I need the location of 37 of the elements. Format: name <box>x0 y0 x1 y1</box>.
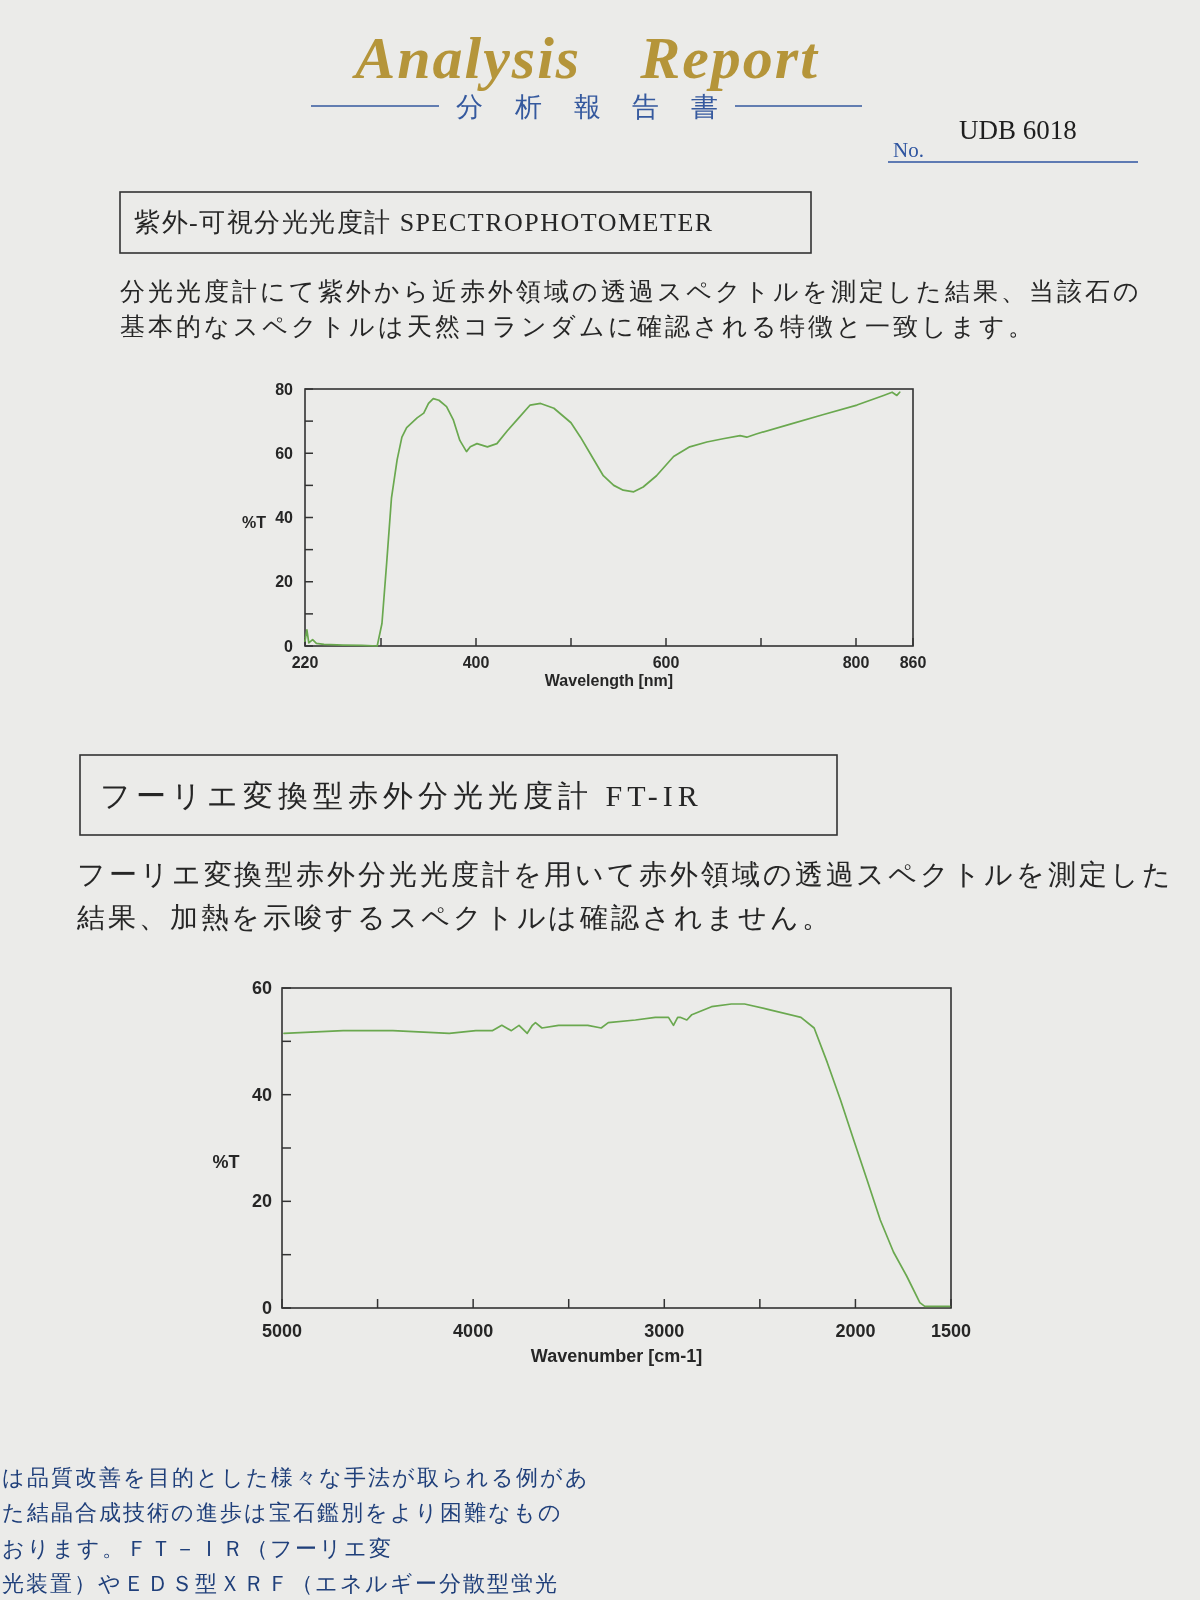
text: Analysis Report <box>351 25 820 91</box>
x-tick-label: 5000 <box>261 1321 303 1341</box>
text: おります。ＦＴ－ＩＲ（フーリエ変 <box>2 1535 393 1561</box>
text: 分析報告書 <box>456 92 718 122</box>
chart-title: フーリエ変換型赤外分光光度計 FT-IR <box>100 779 703 812</box>
y-tick-label: 60 <box>275 444 294 462</box>
x-tick-label: 2000 <box>835 1321 876 1341</box>
y-axis-title: %T <box>212 1152 240 1172</box>
x-tick-label: 220 <box>291 653 319 671</box>
y-tick-label: 0 <box>284 637 294 655</box>
y-tick-label: 20 <box>275 573 294 591</box>
x-tick-label: 600 <box>652 653 680 671</box>
text: 光装置）やＥＤＳ型ＸＲＦ（エネルギー分散型蛍光 <box>2 1571 559 1596</box>
text: No. <box>893 138 924 162</box>
x-tick-label: 860 <box>899 653 927 671</box>
text: UDB 6018 <box>959 115 1077 145</box>
x-tick-label: 4000 <box>453 1321 494 1341</box>
chart-subtitle: フーリエ変換型赤外分光光度計を用いて赤外領域の透過スペクトルを測定した結果、加熱を示唆するスペクトルは確認されません。 <box>77 858 1175 935</box>
y-tick-label: 80 <box>275 380 294 398</box>
text: は品質改善を目的とした様々な手法が取られる例があ <box>2 1464 590 1490</box>
x-axis-title: Wavelength [nm] <box>544 671 674 689</box>
y-tick-label: 40 <box>251 1084 272 1105</box>
y-axis-title: %T <box>242 513 267 531</box>
x-tick-label: 1500 <box>930 1321 972 1341</box>
x-tick-label: 3000 <box>644 1321 685 1341</box>
chart-title: 紫外-可視分光光度計 SPECTROPHOTOMETER <box>134 208 714 237</box>
chart-subtitle: 分光光度計にて紫外から近赤外領域の透過スペクトルを測定した結果、当該石の基本的なスペクトルは天然コランダムに確認される特徴と一致します。 <box>120 277 1143 342</box>
x-tick-label: 800 <box>842 653 870 671</box>
line-series <box>304 391 901 647</box>
x-tick-label: 400 <box>462 653 490 671</box>
x-axis-title: Wavenumber [cm-1] <box>530 1346 703 1366</box>
text: た結晶合成技術の進歩は宝石鑑別をより困難なもの <box>2 1500 563 1525</box>
y-tick-label: 40 <box>275 509 294 526</box>
line-series <box>283 1003 951 1308</box>
y-tick-label: 0 <box>261 1298 272 1318</box>
y-tick-label: 60 <box>251 978 272 998</box>
y-tick-label: 20 <box>251 1191 272 1212</box>
